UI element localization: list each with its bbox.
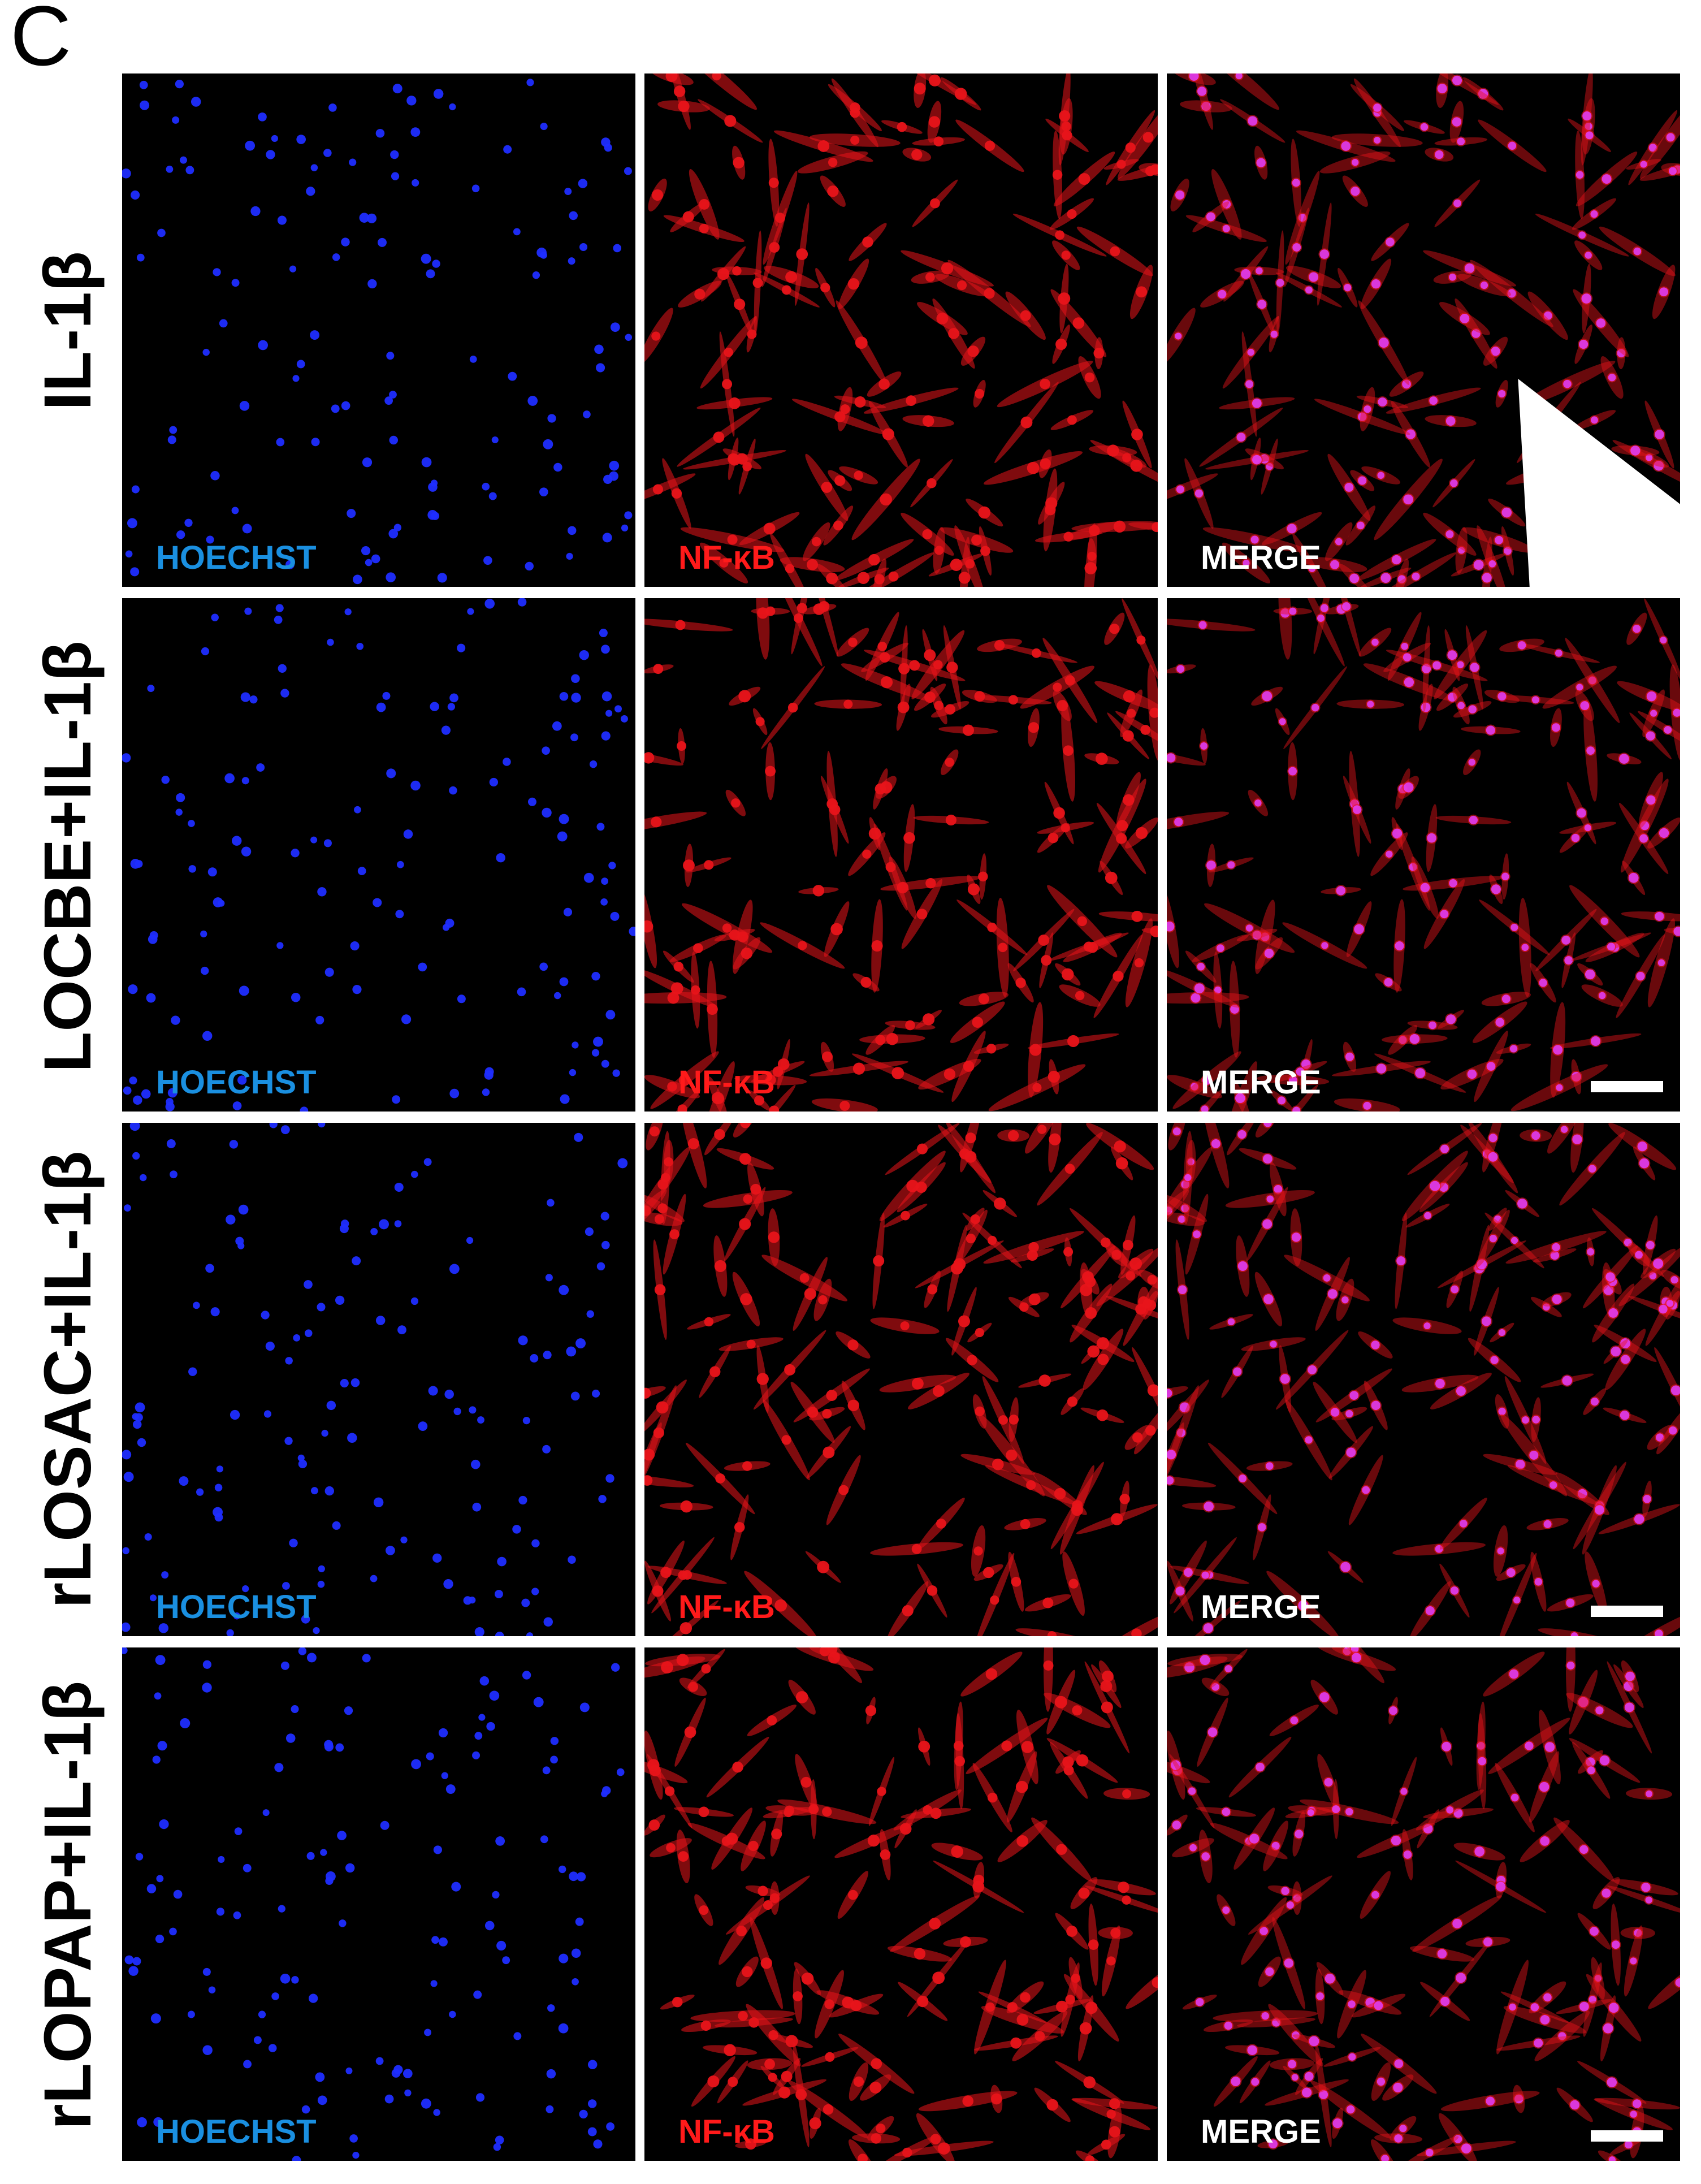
micrograph-hoechst	[122, 1123, 628, 1636]
image-locbe-nfkb: NF-κB	[644, 598, 1158, 1112]
micrograph-merge	[1167, 1123, 1680, 1636]
row-label-text: LOCBE+IL-1β	[31, 641, 105, 1072]
image-rlopap-nfkb: NF-κB	[644, 1647, 1158, 2161]
row-label-rlopap: rLOPAP+IL-1β	[0, 1648, 136, 2163]
row-label-rlosac: rLOSAC+IL-1β	[0, 1122, 136, 1637]
image-rlopap-hoechst: HOECHST	[122, 1647, 635, 2161]
channel-label-merge: MERGE	[1201, 2113, 1321, 2150]
micrograph-nfkb	[644, 598, 1158, 1112]
channel-label-merge: MERGE	[1201, 1064, 1321, 1101]
image-rlosac-nfkb: NF-κB	[644, 1123, 1158, 1636]
image-rlosac-hoechst: HOECHST	[122, 1123, 635, 1636]
channel-label-nfkb: NF-κB	[678, 539, 775, 576]
row-label-locbe: LOCBE+IL-1β	[0, 599, 136, 1114]
scale-bar	[1591, 1606, 1663, 1617]
micrograph-nfkb	[644, 73, 1158, 587]
image-locbe-hoechst: HOECHST	[122, 598, 635, 1112]
row-label-il1b: IL-1β	[0, 73, 136, 588]
channel-label-hoechst: HOECHST	[156, 539, 317, 576]
row-label-text: rLOPAP+IL-1β	[31, 1680, 105, 2130]
channel-label-nfkb: NF-κB	[678, 1589, 775, 1625]
image-locbe-merge: MERGE	[1167, 598, 1680, 1112]
channel-label-hoechst: HOECHST	[156, 2113, 317, 2150]
image-il1b-merge: MERGE	[1167, 73, 1680, 587]
scale-bar	[1591, 1081, 1663, 1092]
micrograph-hoechst	[122, 598, 635, 1112]
channel-label-hoechst: HOECHST	[156, 1589, 317, 1625]
micrograph-nfkb	[644, 1123, 1158, 1636]
channel-label-nfkb: NF-κB	[678, 1064, 775, 1101]
panel-letter: C	[10, 0, 72, 83]
micrograph-hoechst	[122, 1647, 625, 2161]
channel-label-merge: MERGE	[1201, 1589, 1321, 1625]
image-il1b-nfkb: NF-κB	[644, 73, 1158, 587]
arrow-pointer-icon	[1518, 379, 1680, 587]
image-rlosac-merge: MERGE	[1167, 1123, 1680, 1636]
micrograph-merge	[1167, 598, 1680, 1112]
micrograph-hoechst	[122, 79, 633, 585]
row-label-text: IL-1β	[31, 251, 105, 410]
image-il1b-hoechst: HOECHST	[122, 73, 635, 587]
micrograph-merge	[1167, 1647, 1680, 2161]
channel-label-hoechst: HOECHST	[156, 1064, 317, 1101]
channel-label-merge: MERGE	[1201, 539, 1321, 576]
scale-bar	[1591, 2130, 1663, 2142]
micrograph-nfkb	[644, 1647, 1158, 2161]
channel-label-nfkb: NF-κB	[678, 2113, 775, 2150]
image-rlopap-merge: MERGE	[1167, 1647, 1680, 2161]
row-label-text: rLOSAC+IL-1β	[31, 1151, 106, 1608]
